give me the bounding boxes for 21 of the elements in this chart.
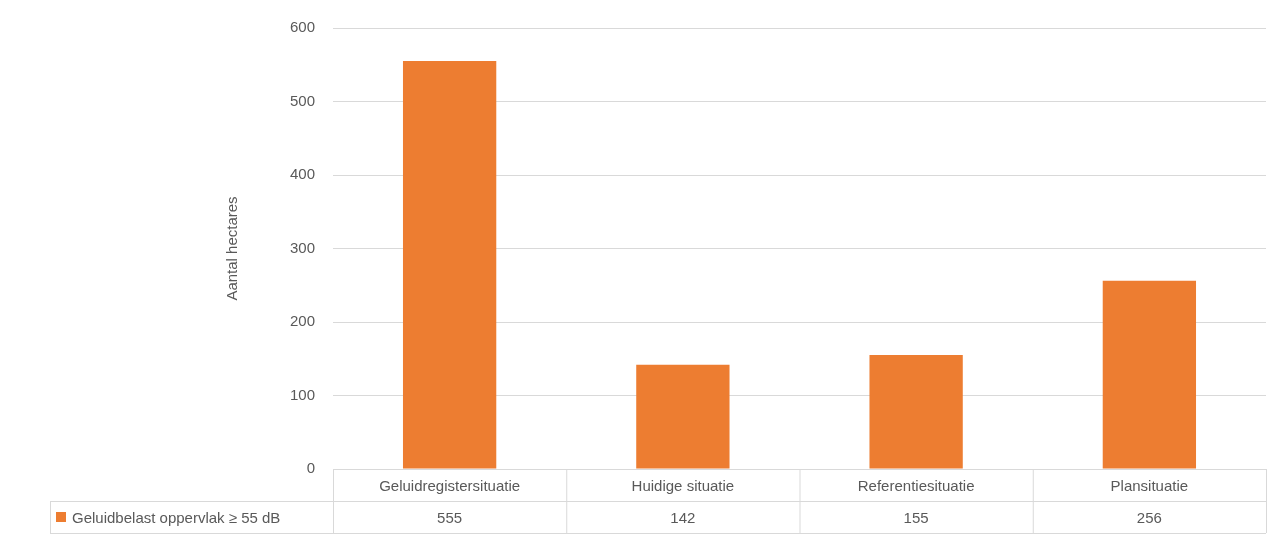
bar bbox=[1102, 280, 1197, 469]
data-label: 256 bbox=[1136, 509, 1162, 527]
x-tick-label: Plansituatie bbox=[1110, 477, 1189, 495]
x-tick-label: Huidige situatie bbox=[631, 477, 735, 495]
y-tick-label: 0 bbox=[306, 459, 315, 477]
y-tick-label: 100 bbox=[289, 385, 315, 403]
bar bbox=[869, 355, 963, 469]
data-label: 555 bbox=[437, 509, 463, 527]
y-tick-label: 400 bbox=[289, 165, 315, 183]
bar bbox=[402, 61, 497, 469]
y-tick-label: 300 bbox=[289, 238, 315, 256]
data-label: 155 bbox=[903, 509, 929, 527]
y-tick-label: 200 bbox=[289, 312, 315, 330]
x-tick-label: Referentiesituatie bbox=[857, 477, 975, 495]
data-label: 142 bbox=[670, 509, 696, 527]
y-tick-label: 500 bbox=[289, 91, 315, 109]
y-axis-title: Aantal hectares bbox=[223, 196, 241, 301]
x-tick-label: Geluidregistersituatie bbox=[379, 477, 521, 495]
bar bbox=[636, 364, 730, 469]
y-tick-label: 600 bbox=[289, 18, 315, 36]
legend-label: Geluidbelast oppervlak ≥ 55 dB bbox=[72, 509, 281, 527]
